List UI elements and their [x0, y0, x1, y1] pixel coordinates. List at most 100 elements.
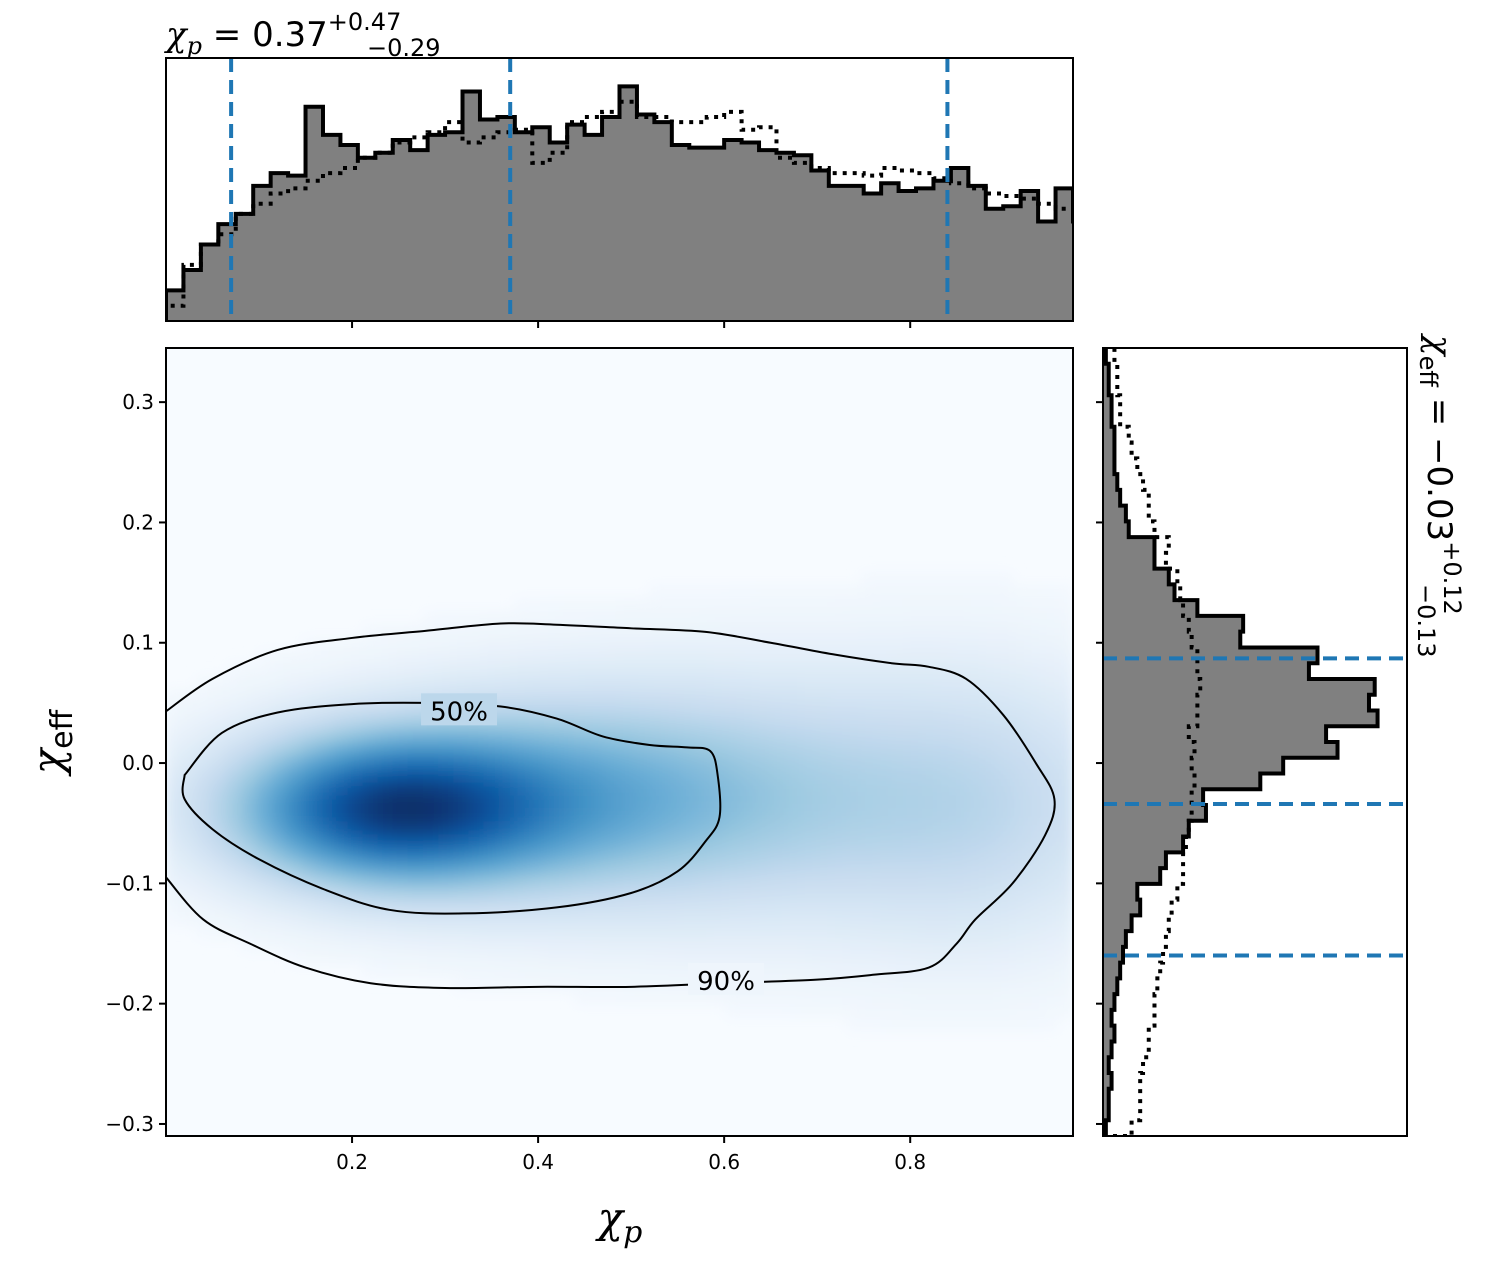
density-cell — [770, 860, 787, 875]
density-cell — [468, 755, 485, 770]
joint-axes-frame — [165, 347, 1074, 1137]
density-cell — [271, 663, 288, 678]
density-cell — [332, 807, 349, 822]
density-cell — [392, 781, 409, 796]
density-cell — [377, 728, 394, 743]
density-cell — [483, 676, 500, 691]
density-cell — [861, 1004, 878, 1019]
density-cell — [286, 912, 303, 927]
density-cell — [574, 820, 591, 835]
density-cell — [619, 676, 636, 691]
density-cell — [967, 847, 984, 861]
density-cell — [725, 636, 742, 651]
density-cell — [952, 597, 968, 612]
density-cell — [816, 912, 832, 927]
density-cell — [422, 847, 439, 861]
density-cell — [453, 807, 470, 822]
density-cell — [407, 912, 424, 927]
density-cell — [816, 768, 832, 783]
density-cell — [921, 623, 938, 638]
density-cell — [831, 663, 848, 678]
density-cell — [876, 912, 893, 927]
density-cell — [256, 847, 273, 861]
density-cell — [407, 965, 424, 980]
density-cell — [664, 899, 681, 914]
density-cell — [302, 833, 318, 848]
density-cell — [755, 794, 772, 809]
density-cell — [755, 663, 772, 678]
density-cell — [725, 610, 742, 625]
density-cell — [740, 991, 757, 1006]
density-cell — [574, 873, 591, 888]
density-cell — [543, 610, 560, 625]
density-cell — [846, 610, 863, 625]
density-cell — [770, 873, 787, 888]
density-cell — [422, 899, 439, 914]
density-cell — [619, 847, 636, 861]
density-cell — [362, 781, 379, 796]
density-cell — [710, 939, 727, 953]
density-cell — [816, 978, 832, 993]
density-cell — [846, 781, 863, 796]
density-cell — [740, 676, 757, 691]
density-cell — [634, 939, 651, 953]
density-cell — [362, 807, 379, 822]
density-cell — [483, 768, 500, 783]
density-cell — [679, 991, 696, 1006]
density-cell — [559, 925, 575, 940]
density-cell — [574, 978, 591, 993]
density-cell — [967, 755, 984, 770]
density-cell — [740, 925, 757, 940]
density-cell — [816, 702, 832, 717]
density-cell — [876, 820, 893, 835]
density-cell — [483, 610, 500, 625]
density-cell — [559, 965, 575, 980]
density-cell — [982, 794, 999, 809]
density-cell — [952, 781, 968, 796]
density-cell — [196, 728, 213, 743]
density-cell — [317, 794, 334, 809]
y-tick-label: −0.2 — [105, 992, 154, 1016]
density-cell — [679, 899, 696, 914]
density-cell — [695, 663, 711, 678]
density-cell — [785, 860, 802, 875]
density-cell — [543, 794, 560, 809]
density-cell — [317, 768, 334, 783]
density-cell — [725, 899, 742, 914]
density-cell — [619, 597, 636, 612]
density-cell — [725, 715, 742, 730]
density-cell — [876, 886, 893, 901]
density-cell — [196, 807, 213, 822]
density-cell — [967, 1017, 984, 1032]
density-cell — [800, 873, 817, 888]
density-cell — [181, 702, 198, 717]
density-cell — [876, 571, 893, 586]
density-cell — [816, 899, 832, 914]
density-cell — [816, 939, 832, 953]
density-cell — [1042, 978, 1059, 993]
density-cell — [1012, 939, 1029, 953]
density-cell — [1057, 873, 1073, 888]
density-cell — [256, 702, 273, 717]
density-cell — [256, 755, 273, 770]
density-cell — [362, 650, 379, 664]
density-cell — [362, 873, 379, 888]
density-cell — [936, 715, 953, 730]
density-cell — [362, 715, 379, 730]
density-cell — [785, 755, 802, 770]
density-cell — [392, 728, 409, 743]
density-cell — [634, 807, 651, 822]
density-cell — [861, 689, 878, 704]
density-cell — [1027, 584, 1044, 599]
density-cell — [921, 742, 938, 756]
density-cell — [513, 755, 530, 770]
density-cell — [574, 636, 591, 651]
density-cell — [226, 873, 243, 888]
density-cell — [604, 833, 621, 848]
density-cell — [256, 899, 273, 914]
density-cell — [468, 781, 485, 796]
density-cell — [1027, 1004, 1044, 1019]
density-cell — [861, 991, 878, 1006]
density-cell — [997, 676, 1014, 691]
density-cell — [574, 663, 591, 678]
